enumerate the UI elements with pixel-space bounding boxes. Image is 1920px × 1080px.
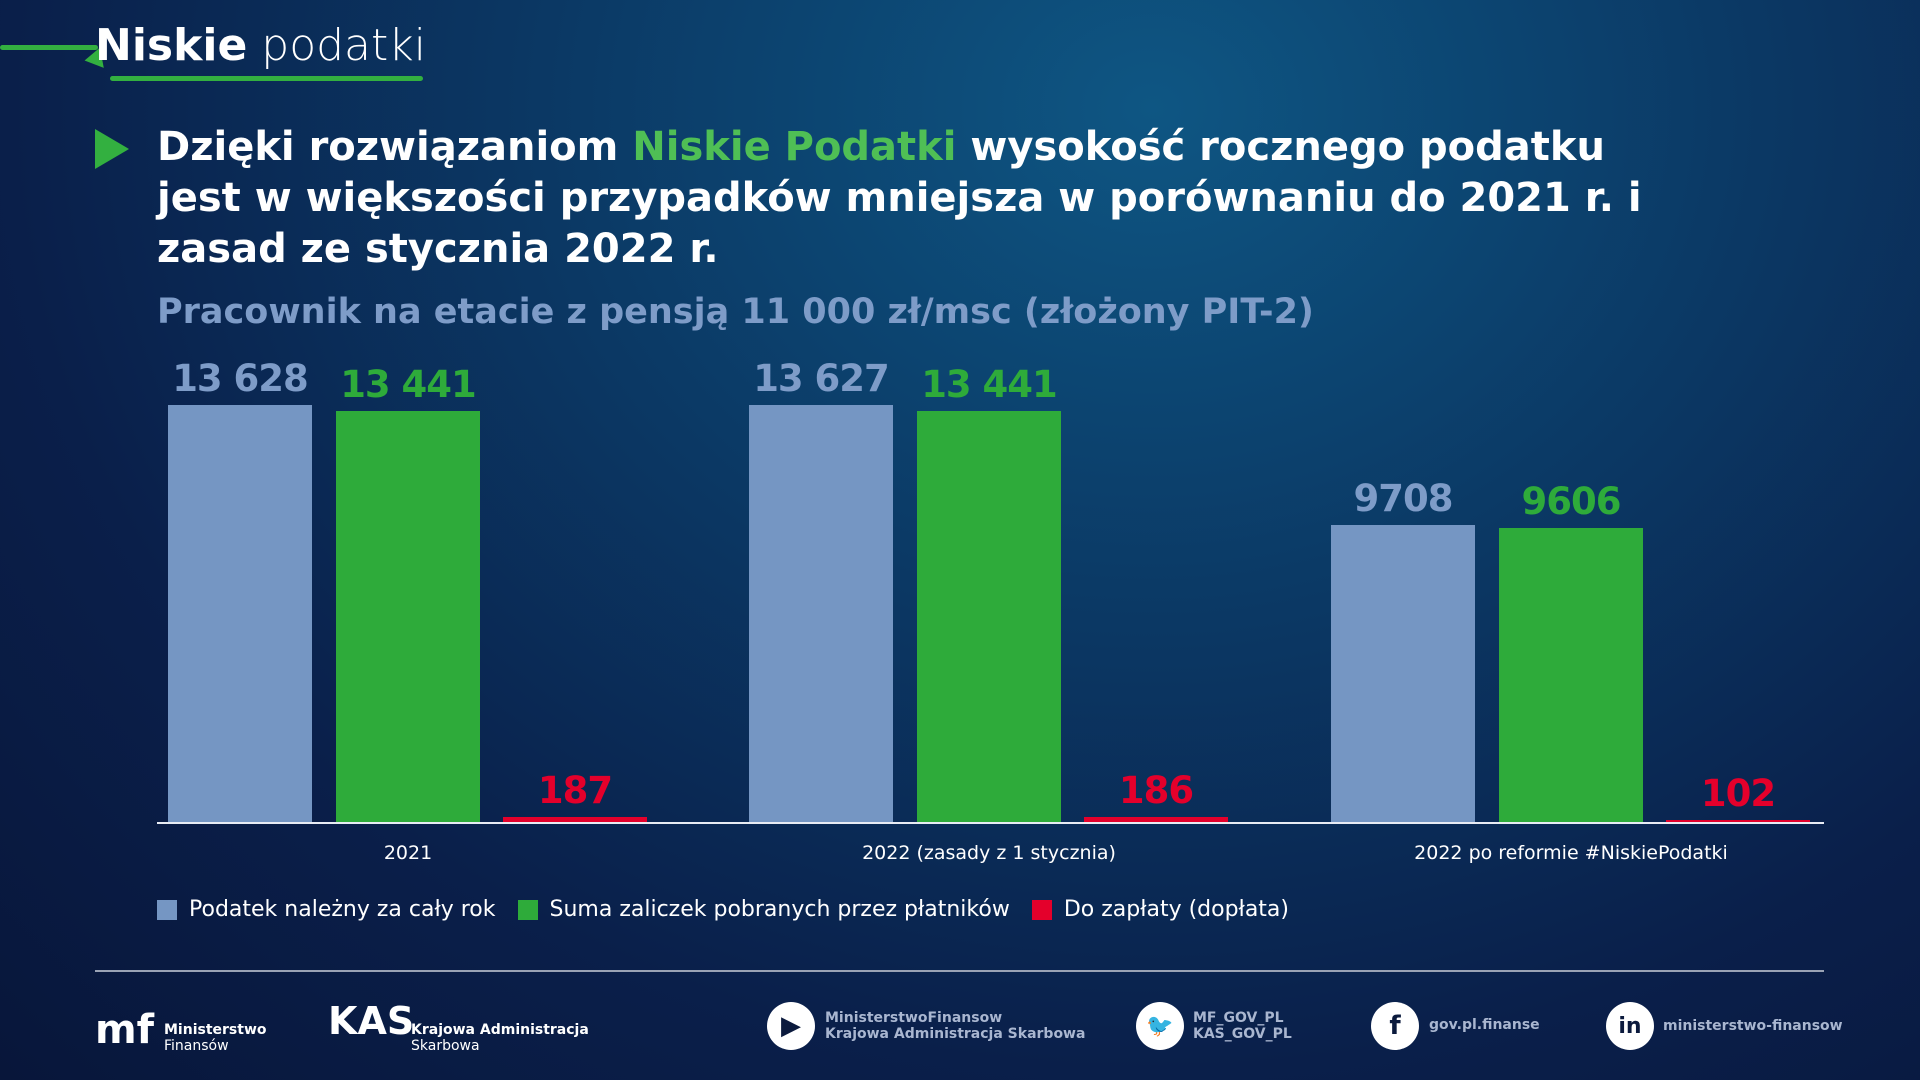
niskie-podatki-logo: Niskie podatki <box>95 20 426 71</box>
data-label: 186 <box>1118 769 1194 813</box>
bar <box>749 405 893 823</box>
data-label: 9606 <box>1521 480 1622 524</box>
category-label: 2021 <box>383 842 433 864</box>
legend-item: Suma zaliczek pobranych przez płatników <box>517 897 1010 922</box>
x-axis <box>157 822 1824 824</box>
bar <box>1331 525 1475 823</box>
bar <box>1084 817 1228 823</box>
data-label: 13 627 <box>753 357 890 401</box>
bar <box>336 410 480 823</box>
bar <box>168 405 312 823</box>
linkedin-link[interactable]: ministerstwo-finansow <box>1663 1018 1843 1034</box>
twitter-link[interactable]: MF_GOV_PL KAS_GOV_PL <box>1193 1010 1292 1042</box>
category-label: 2022 (zasady z 1 stycznia) <box>862 842 1116 864</box>
bar <box>1666 819 1810 823</box>
category-label: 2022 po reformie #NiskiePodatki <box>1414 842 1728 864</box>
kas-logo-icon: KAS <box>328 999 415 1043</box>
footer-divider <box>95 970 1824 972</box>
legend-item: Podatek należny za cały rok <box>157 897 496 922</box>
facebook-icon[interactable]: f <box>1371 1002 1419 1050</box>
facebook-link[interactable]: gov.pl.finanse <box>1429 1017 1540 1033</box>
data-label: 13 441 <box>921 362 1058 406</box>
data-label: 102 <box>1700 771 1776 815</box>
mf-logo-text: Ministerstwo Finansów <box>164 1022 267 1054</box>
bar <box>503 817 647 823</box>
legend: Podatek należny za cały rok Suma zalicze… <box>157 897 1289 922</box>
youtube-link[interactable]: MinisterstwoFinansow Krajowa Administracj… <box>825 1010 1086 1042</box>
bar <box>917 410 1061 823</box>
data-label: 9708 <box>1353 477 1454 521</box>
header-underline <box>110 76 423 81</box>
mf-logo-icon: mf <box>95 1007 155 1053</box>
data-label: 13 441 <box>340 362 477 406</box>
youtube-icon[interactable]: ▶ <box>767 1002 815 1050</box>
twitter-icon[interactable]: 🐦 <box>1136 1002 1184 1050</box>
legend-item: Do zapłaty (dopłata) <box>1031 897 1289 922</box>
bar <box>1499 528 1643 823</box>
kas-logo-text: Krajowa Administracja Skarbowa <box>411 1022 589 1054</box>
linkedin-icon[interactable]: in <box>1606 1002 1654 1050</box>
data-label: 13 628 <box>172 357 309 400</box>
play-icon <box>95 129 129 169</box>
headline: Dzięki rozwiązaniom Niskie Podatki wysok… <box>157 124 1642 272</box>
data-label: 187 <box>537 769 613 813</box>
chart-title: Pracownik na etacie z pensją 11 000 zł/m… <box>157 292 1314 332</box>
header-arrow-line <box>0 45 98 50</box>
